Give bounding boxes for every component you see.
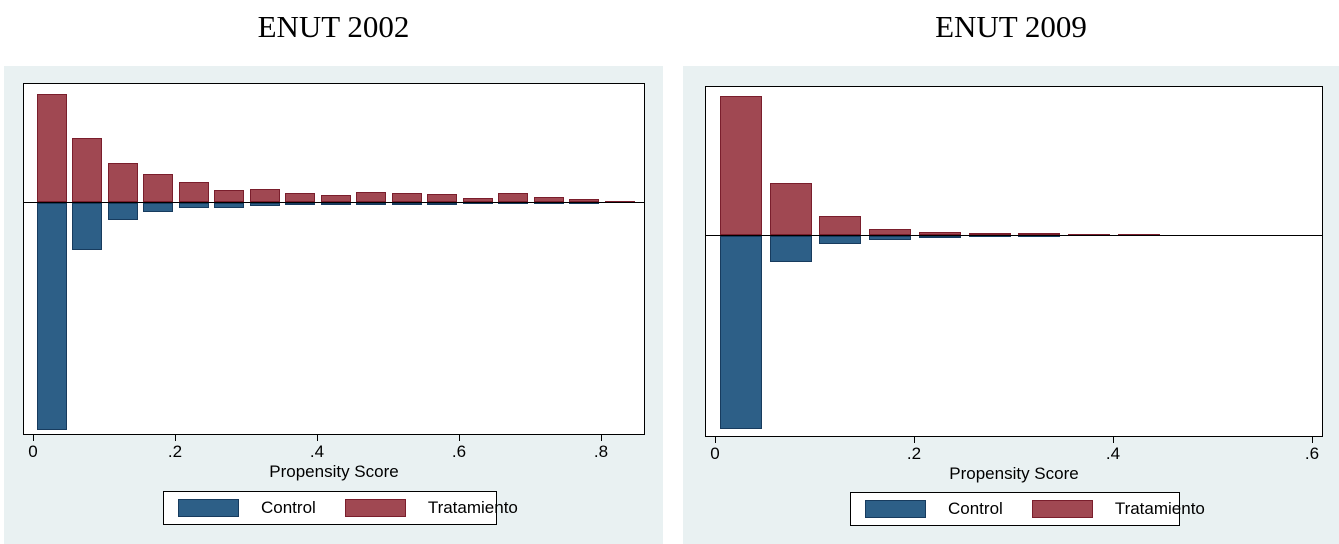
x-axis-tick [33,435,34,441]
control-bar [769,236,812,262]
treatment-bar [285,193,316,202]
treatment-bar [498,193,529,202]
x-axis-tick [601,435,602,441]
control-bar [143,203,174,212]
treatment-bar [214,190,245,202]
x-axis-tick [914,437,915,443]
control-bar [320,203,351,205]
control-bar [498,203,529,204]
treatment-bar [533,197,564,202]
chart-title-enut-2009: ENUT 2009 [935,9,1087,44]
chart-title-enut-2002: ENUT 2002 [257,9,410,44]
x-axis-tick [459,435,460,441]
treatment-bar [427,194,458,202]
legend-2002: Control Tratamiento [163,491,518,525]
treatment-bar [569,199,600,202]
control-bar [869,236,912,240]
control-bar [214,203,245,208]
treatment-bar [356,192,387,202]
treatment-bar [72,138,103,202]
control-bar [178,203,209,208]
x-axis-tick [1312,437,1313,443]
x-axis-tick [715,437,716,443]
plot-area-2009 [705,86,1323,437]
treatment-bar [604,201,635,202]
x-axis-tick [175,435,176,441]
control-bar [107,203,138,220]
control-bar [249,203,280,206]
treatment-bar [918,232,961,235]
control-legend-label: Control [948,499,1003,518]
zero-reference-line [24,202,644,203]
treatment-bar [1117,234,1160,235]
control-bar [462,203,493,204]
treatment-bar [819,216,862,235]
treatment-bar [249,189,280,202]
treatment-legend-label: Tratamiento [1114,499,1205,518]
x-axis-tick-label: 0 [28,442,38,461]
control-bar [569,203,600,204]
treatment-bar [719,96,762,235]
x-axis-tick [1113,437,1114,443]
control-bar [285,203,316,205]
treatment-bar [391,193,422,202]
treatment-legend-swatch [1031,500,1093,518]
control-bar [72,203,103,250]
control-bar [36,203,67,430]
x-axis-label: Propensity Score [949,464,1079,483]
treatment-bar [1068,234,1111,235]
treatment-bar [968,233,1011,235]
control-legend-swatch [178,499,239,517]
x-axis-tick-label: .2 [906,444,922,463]
chart-panel-2009: Propensity Score Control Tratamiento 0 .2… [683,66,1339,544]
control-bar [427,203,458,205]
treatment-bar [769,183,812,235]
chart-panel-2002: Propensity Score Control Tratamiento 0 .2… [4,66,663,544]
control-bar [391,203,422,205]
treatment-bar [869,229,912,235]
control-bar [356,203,387,205]
x-axis-label: Propensity Score [269,462,399,481]
control-bar [968,236,1011,237]
control-legend-swatch [865,500,926,518]
treatment-legend-label: Tratamiento [427,498,518,517]
control-bar [1018,236,1061,237]
x-axis-tick-label: 0 [710,444,720,463]
x-axis-tick-label: .6 [1304,444,1320,463]
x-axis-tick-label: .2 [167,442,183,461]
plot-area-2002 [23,83,645,435]
treatment-legend-swatch [344,499,406,517]
treatment-bar [107,163,138,202]
zero-reference-line [706,235,1322,236]
treatment-bar [462,198,493,202]
treatment-bar [143,174,174,202]
control-bar [918,236,961,238]
x-axis-tick-label: .8 [593,442,609,461]
legend-2009: Control Tratamiento [850,492,1205,526]
treatment-bar [36,94,67,202]
x-axis-tick-label: .6 [451,442,467,461]
treatment-bar [320,195,351,202]
treatment-bar [1018,233,1061,235]
x-axis-tick [317,435,318,441]
control-bar [719,236,762,429]
control-bar [819,236,862,244]
control-legend-label: Control [261,498,316,517]
control-bar [533,203,564,204]
x-axis-tick-label: .4 [1105,444,1121,463]
x-axis-tick-label: .4 [309,442,325,461]
treatment-bar [178,182,209,202]
